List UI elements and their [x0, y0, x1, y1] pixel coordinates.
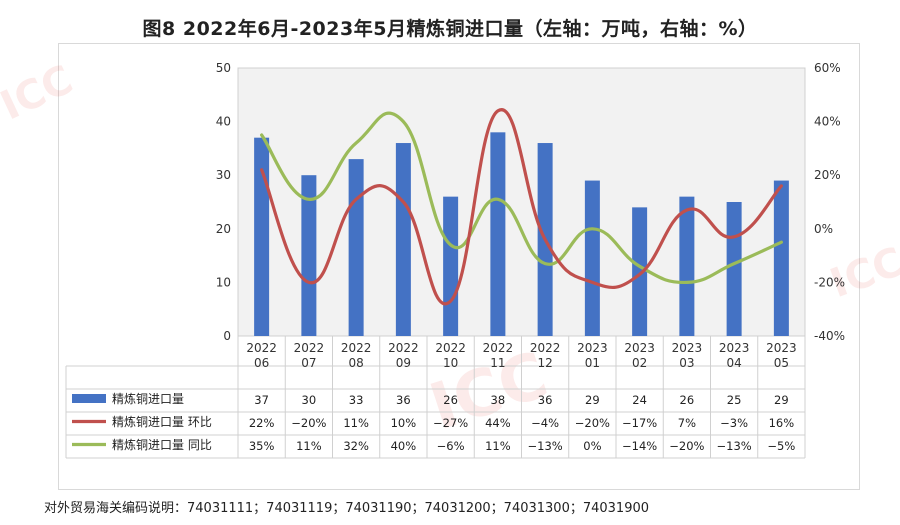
- data-label: 32%: [343, 439, 369, 453]
- data-label: 26: [680, 393, 695, 407]
- bar: [443, 196, 459, 336]
- x-tick-label-year: 2023: [624, 341, 655, 355]
- legend-label: 精炼铜进口量: [112, 391, 184, 406]
- data-label: −20%: [291, 416, 326, 430]
- x-tick-label-month: 10: [443, 356, 458, 370]
- data-label: −27%: [433, 416, 468, 430]
- x-tick-label-month: 05: [774, 356, 789, 370]
- bar: [254, 137, 270, 336]
- data-label: −17%: [622, 416, 657, 430]
- x-tick-label-month: 12: [537, 356, 552, 370]
- data-label: 38: [491, 393, 506, 407]
- bar: [301, 175, 317, 336]
- data-label: 40%: [391, 439, 417, 453]
- legend-label: 精炼铜进口量 同比: [112, 437, 212, 452]
- x-tick-label-year: 2022: [341, 341, 372, 355]
- x-tick-label-month: 03: [679, 356, 694, 370]
- bar: [632, 207, 648, 336]
- legend-key-bar: [72, 394, 106, 403]
- series-line-mom: [260, 108, 783, 306]
- data-label: −4%: [531, 416, 559, 430]
- x-tick-label-month: 08: [348, 356, 363, 370]
- data-label: −20%: [669, 439, 704, 453]
- x-tick-label-year: 2023: [577, 341, 608, 355]
- x-tick-label-year: 2023: [719, 341, 750, 355]
- y-right-tick-label: -40%: [814, 329, 845, 343]
- data-label: 11%: [296, 439, 322, 453]
- x-tick-label-month: 02: [632, 356, 647, 370]
- data-label: 26: [443, 393, 458, 407]
- x-tick-label-month: 06: [254, 356, 269, 370]
- chart-title: 图8 2022年6月-2023年5月精炼铜进口量（左轴：万吨，右轴：%）: [142, 18, 758, 40]
- data-label: 29: [774, 393, 789, 407]
- data-label: 36: [538, 393, 553, 407]
- data-label: 37: [254, 393, 269, 407]
- data-label: −5%: [767, 439, 795, 453]
- data-label: 7%: [678, 416, 696, 430]
- bar: [490, 132, 506, 336]
- legend-label: 精炼铜进口量 环比: [112, 414, 212, 429]
- data-label: 33: [349, 393, 364, 407]
- data-label: 25: [727, 393, 742, 407]
- y-left-tick-label: 50: [216, 61, 231, 75]
- x-tick-label-month: 07: [301, 356, 316, 370]
- x-tick-label-year: 2022: [294, 341, 325, 355]
- plot-area: [237, 67, 806, 337]
- data-label: 16%: [769, 416, 795, 430]
- data-label: 11%: [485, 439, 511, 453]
- data-label: 36: [396, 393, 411, 407]
- data-label: −6%: [437, 439, 465, 453]
- data-label: 10%: [391, 416, 417, 430]
- data-label: 30: [302, 393, 317, 407]
- x-tick-label-month: 11: [490, 356, 505, 370]
- data-label: −3%: [720, 416, 748, 430]
- data-label: −13%: [717, 439, 752, 453]
- data-label: −14%: [622, 439, 657, 453]
- x-tick-label-year: 2022: [435, 341, 466, 355]
- data-label: −13%: [528, 439, 563, 453]
- x-tick-label-year: 2022: [246, 341, 277, 355]
- x-tick-label-year: 2022: [483, 341, 514, 355]
- series-line-yoy: [260, 111, 783, 285]
- data-label: 0%: [583, 439, 601, 453]
- y-left-tick-label: 0: [223, 329, 231, 343]
- data-label: 24: [632, 393, 647, 407]
- bar: [773, 180, 789, 336]
- y-right-tick-label: 20%: [814, 168, 841, 182]
- bar: [348, 159, 364, 336]
- x-tick-label-year: 2023: [766, 341, 797, 355]
- x-tick-label-month: 09: [396, 356, 411, 370]
- y-right-tick-label: 40%: [814, 115, 841, 129]
- y-left-tick-label: 30: [216, 168, 231, 182]
- data-label: 11%: [343, 416, 369, 430]
- y-right-tick-label: -20%: [814, 275, 845, 289]
- data-label: −20%: [575, 416, 610, 430]
- x-tick-label-year: 2022: [530, 341, 561, 355]
- y-left-tick-label: 10: [216, 275, 231, 289]
- x-tick-label-month: 04: [726, 356, 741, 370]
- data-label: 44%: [485, 416, 511, 430]
- data-label: 22%: [249, 416, 275, 430]
- y-left-tick-label: 20: [216, 222, 231, 236]
- x-tick-label-year: 2023: [672, 341, 703, 355]
- y-right-tick-label: 60%: [814, 61, 841, 75]
- data-label: 35%: [249, 439, 275, 453]
- footnote: 对外贸易海关编码说明：74031111；74031119；74031190；74…: [44, 501, 650, 516]
- bar: [584, 180, 600, 336]
- bar: [395, 143, 411, 336]
- y-right-tick-label: 0%: [814, 222, 833, 236]
- data-label: 29: [585, 393, 600, 407]
- bar: [679, 196, 695, 336]
- x-tick-label-month: 01: [585, 356, 600, 370]
- bar: [726, 202, 742, 336]
- y-left-tick-label: 40: [216, 115, 231, 129]
- x-tick-label-year: 2022: [388, 341, 419, 355]
